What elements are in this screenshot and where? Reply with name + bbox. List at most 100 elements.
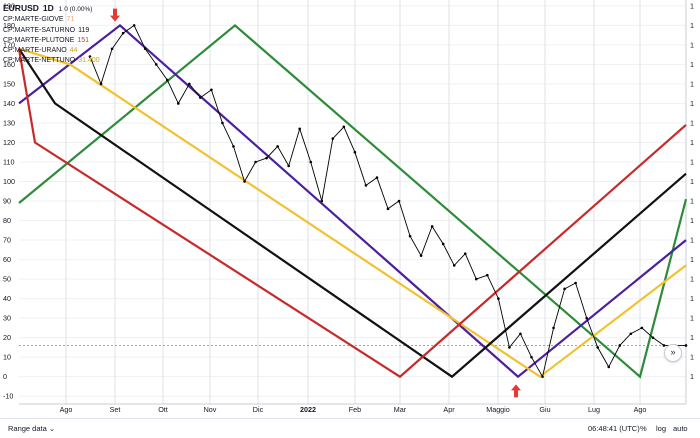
x-tick-label: Lug <box>588 405 600 414</box>
x-tick-label: Ott <box>158 405 168 414</box>
right-axis-label: 1 <box>690 275 694 284</box>
y-tick-label: 20 <box>3 333 11 342</box>
chevron-down-icon: ⌄ <box>48 424 56 433</box>
right-axis-label: 1 <box>690 255 694 264</box>
price-point <box>265 156 268 160</box>
right-axis-label: 1 <box>690 353 694 362</box>
y-tick-label: 10 <box>3 353 11 362</box>
price-point <box>221 121 224 125</box>
marker-group <box>110 8 521 398</box>
series-line <box>18 48 687 379</box>
price-point <box>386 207 390 211</box>
y-tick-label: 60 <box>3 255 11 264</box>
study-name: CP:MARTE-GIOVE <box>3 16 64 24</box>
price-point <box>585 316 588 320</box>
price-point <box>309 160 313 164</box>
legend-header: EURUSD 1D 1 0 (0.00%) <box>3 3 100 15</box>
y-tick-label: 80 <box>3 216 11 225</box>
study-value: 151 <box>77 36 89 44</box>
price-point <box>243 180 246 183</box>
x-tick-label: Nov <box>204 405 217 414</box>
price-point <box>408 234 412 238</box>
y-axis-right[interactable]: 1 1 1 1 1 1 1 1 1 1 1 1 1 1 1 1 1 1 1 1 <box>690 1 694 381</box>
price-point <box>441 242 445 246</box>
arrow-down-marker <box>110 8 120 22</box>
price-point <box>176 102 180 105</box>
y-tick-label: 120 <box>3 138 15 147</box>
price-point <box>276 145 279 148</box>
y-tick-label: 170 <box>3 40 15 49</box>
y-tick-label: 30 <box>3 314 11 323</box>
percent-toggle[interactable]: % <box>640 424 647 433</box>
price-point <box>640 326 644 330</box>
y-tick-label: 100 <box>3 177 15 186</box>
price-point <box>99 82 103 86</box>
price-point <box>541 375 544 378</box>
range-data-button[interactable]: Range data ⌄ <box>8 424 55 433</box>
x-tick-label: Dic <box>253 405 264 414</box>
bottom-toolbar: Range data ⌄ 06:48:41 (UTC) % log auto <box>0 418 700 438</box>
price-point <box>486 273 489 277</box>
legend-study[interactable]: CP:MARTE-GIOVE 71 <box>3 15 100 25</box>
price-point <box>497 297 500 300</box>
study-value: 71 <box>66 16 75 24</box>
price-point <box>254 160 257 164</box>
auto-toggle[interactable]: auto <box>673 424 688 433</box>
price-point <box>143 47 147 51</box>
x-axis[interactable]: Ago Set Ott Nov Dic 2022 Feb Mar Apr Maggio Giu Lug… <box>60 405 647 414</box>
y-axis-left[interactable]: -10 0 10 20 30 40 50 60 70 80 90 100 110 120 130 140 150… <box>3 1 15 400</box>
x-tick-label: Feb <box>349 405 361 414</box>
right-axis-label: 1 <box>690 197 694 206</box>
timeframe-label[interactable]: 1D <box>42 3 54 13</box>
price-point <box>596 346 600 349</box>
price-point <box>154 63 158 66</box>
right-axis-label: 1 <box>690 118 694 127</box>
price-point <box>375 176 379 179</box>
price-point <box>508 346 511 349</box>
x-tick-label: Maggio <box>486 405 510 414</box>
ohlc-readout: 1 0 (0.00%) <box>58 6 93 13</box>
price-point <box>132 24 136 27</box>
right-axis-label: 1 <box>690 333 694 342</box>
price-point <box>320 199 324 203</box>
x-tick-label: Set <box>110 405 121 414</box>
right-axis-label: 1 <box>690 138 694 147</box>
symbol-label[interactable]: EURUSD <box>3 3 39 13</box>
price-point <box>662 344 666 347</box>
double-chevron-right-icon: » <box>670 347 676 357</box>
right-axis-label: 1 <box>690 99 694 108</box>
x-tick-label: Apr <box>443 405 455 414</box>
study-name: CP:MARTE-URANO <box>3 47 67 55</box>
price-point <box>232 145 235 148</box>
price-point <box>629 332 633 336</box>
y-tick-label: 50 <box>3 275 11 284</box>
log-toggle[interactable]: log <box>656 424 667 433</box>
price-point <box>188 82 191 86</box>
y-tick-label: 160 <box>3 60 15 69</box>
x-tick-label: Ago <box>60 405 73 414</box>
clock-readout[interactable]: 06:48:41 (UTC) <box>588 424 640 433</box>
scroll-to-realtime-button[interactable]: » <box>664 344 682 362</box>
right-axis-label: 1 <box>690 157 694 166</box>
price-point <box>342 125 346 129</box>
price-point <box>651 336 655 339</box>
price-point <box>210 88 213 92</box>
y-tick-label: 90 <box>3 197 11 206</box>
x-tick-label: Ago <box>634 405 647 414</box>
legend-study[interactable]: CP:MARTE-PLUTONE 151 <box>3 36 100 46</box>
series-group <box>17 23 688 379</box>
y-tick-label: -10 <box>3 392 13 401</box>
y-tick-label: 70 <box>3 236 11 245</box>
price-point <box>563 287 566 291</box>
price-point <box>574 281 577 285</box>
range-data-label: Range data <box>8 424 47 433</box>
legend-study[interactable]: CP:MARTE-NETTUNO 31.400 <box>3 56 100 66</box>
price-point <box>199 96 202 99</box>
legend-study[interactable]: CP:MARTE-SATURNO 119 <box>3 26 100 36</box>
x-tick-label: 2022 <box>300 405 316 414</box>
price-point <box>519 332 522 336</box>
right-axis-label: 1 <box>690 40 694 49</box>
legend-study[interactable]: CP:MARTE-URANO 44 <box>3 46 100 56</box>
study-name: CP:MARTE-PLUTONE <box>3 36 75 44</box>
